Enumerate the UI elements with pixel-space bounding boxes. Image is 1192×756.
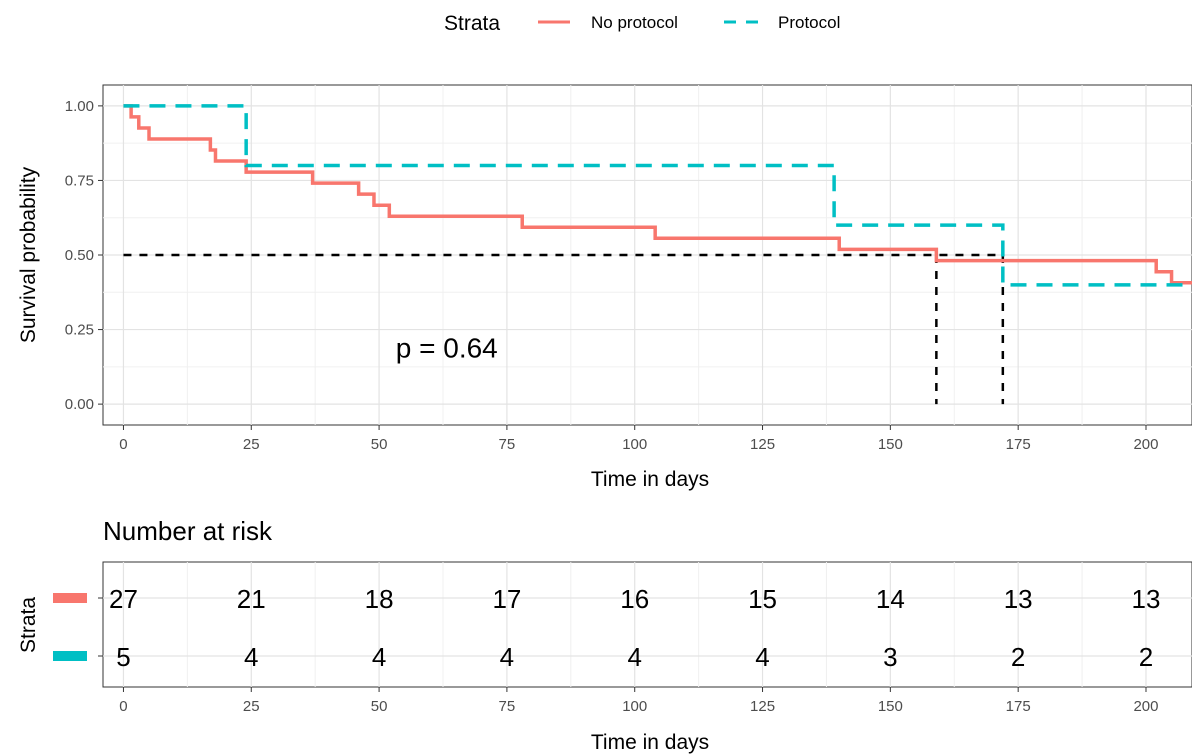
- risk-x-tick-label: 125: [750, 698, 775, 715]
- risk-value: 4: [372, 642, 386, 672]
- risk-x-tick-label: 175: [1006, 698, 1031, 715]
- km-y-tick-label: 0.25: [65, 322, 94, 339]
- median-survival-lines: [123, 253, 1005, 405]
- km-x-tick-label: 150: [878, 436, 903, 453]
- km-x-tick-label: 0: [119, 436, 127, 453]
- risk-table-strata-swatches: [53, 593, 87, 661]
- risk-value: 2: [1011, 642, 1025, 672]
- legend-label-protocol: Protocol: [778, 13, 840, 32]
- risk-x-tick-label: 75: [499, 698, 516, 715]
- km-y-tick-label: 0.00: [65, 396, 94, 413]
- legend-label-no-protocol: No protocol: [591, 13, 678, 32]
- risk-y-axis-title: Strata: [17, 597, 40, 653]
- risk-table-border: [102, 561, 1192, 688]
- risk-x-tick-label: 100: [622, 698, 647, 715]
- risk-x-tick-label: 50: [371, 698, 388, 715]
- risk-strata-swatch-no-protocol: [53, 593, 87, 603]
- km-y-axis-title: Survival probability: [17, 166, 40, 343]
- km-tick-labels: 0 25 50 75 100 125 150 175 200 0.00 0.25 0.50 0.75 1.…: [65, 98, 1159, 453]
- risk-value: 13: [1004, 584, 1033, 614]
- survival-curve-no-protocol: [123, 104, 1192, 285]
- legend-title: Strata: [444, 12, 500, 35]
- km-y-tick-label: 0.50: [65, 247, 94, 264]
- risk-value: 16: [620, 584, 649, 614]
- survival-curve-protocol: [123, 104, 1192, 287]
- km-x-tick-label: 200: [1133, 436, 1158, 453]
- legend: Strata No protocol Protocol: [444, 12, 840, 35]
- risk-value: 14: [876, 584, 905, 614]
- risk-value: 4: [755, 642, 769, 672]
- risk-x-axis-title: Time in days: [591, 731, 709, 754]
- survival-curves: [123, 104, 1192, 287]
- km-x-tick-label: 125: [750, 436, 775, 453]
- risk-value: 3: [883, 642, 897, 672]
- risk-value: 4: [627, 642, 641, 672]
- risk-value: 17: [492, 584, 521, 614]
- risk-value: 5: [116, 642, 130, 672]
- risk-value: 27: [109, 584, 138, 614]
- risk-table-tick-labels: 0 25 50 75 100 125 150 175 200: [98, 597, 1159, 715]
- risk-strata-swatch-protocol: [53, 651, 87, 661]
- risk-x-tick-label: 25: [243, 698, 260, 715]
- risk-table-gridlines: [103, 562, 1192, 687]
- risk-x-tick-label: 200: [1133, 698, 1158, 715]
- km-plot-panel: 0 25 50 75 100 125 150 175 200 0.00 0.25 0.50 0.75 1.…: [17, 84, 1192, 491]
- km-y-tick-label: 0.75: [65, 172, 94, 189]
- risk-value: 4: [244, 642, 258, 672]
- risk-value: 13: [1132, 584, 1161, 614]
- km-y-tick-label: 1.00: [65, 98, 94, 115]
- risk-table-panel: Number at risk 27 21 18 17 16 15 14 13 13 5 4 4 4 4 4 3…: [17, 516, 1192, 754]
- km-x-tick-label: 175: [1006, 436, 1031, 453]
- risk-value: 18: [365, 584, 394, 614]
- risk-value: 2: [1139, 642, 1153, 672]
- km-x-tick-label: 25: [243, 436, 260, 453]
- km-x-tick-label: 50: [371, 436, 388, 453]
- risk-table-title: Number at risk: [103, 516, 273, 546]
- risk-x-tick-label: 0: [119, 698, 127, 715]
- km-x-tick-label: 75: [499, 436, 516, 453]
- risk-value: 15: [748, 584, 777, 614]
- risk-table-values: 27 21 18 17 16 15 14 13 13 5 4 4 4 4 4 3 2 2: [109, 584, 1160, 672]
- risk-x-tick-label: 150: [878, 698, 903, 715]
- risk-value: 21: [237, 584, 266, 614]
- risk-value: 4: [500, 642, 514, 672]
- km-x-axis-title: Time in days: [591, 468, 709, 491]
- p-value-annotation: p = 0.64: [396, 332, 498, 363]
- km-x-tick-label: 100: [622, 436, 647, 453]
